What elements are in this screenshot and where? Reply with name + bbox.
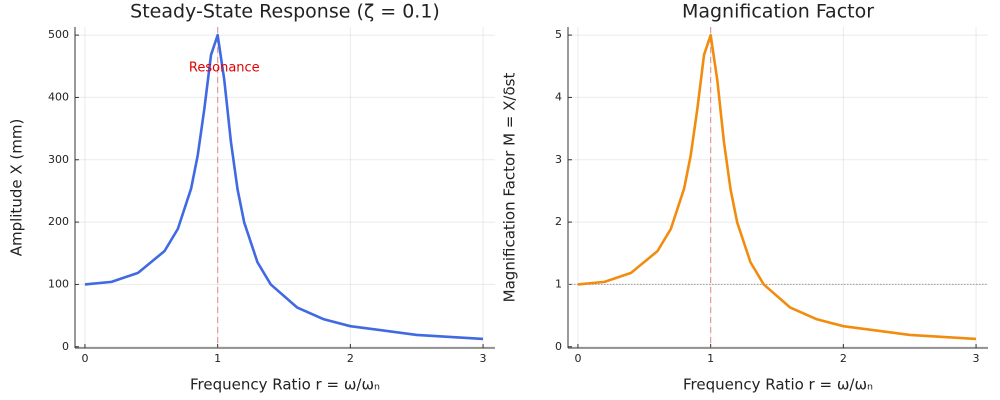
y-tick-label: 200 — [48, 215, 69, 228]
y-tick-label: 0 — [62, 340, 69, 353]
y-tick-label: 5 — [555, 28, 562, 41]
y-axis-label: Magnification Factor M = X/δst — [501, 73, 519, 303]
y-tick-label: 1 — [555, 277, 562, 290]
y-tick-label: 2 — [555, 215, 562, 228]
x-tick-label: 2 — [347, 352, 354, 365]
y-tick-label: 400 — [48, 90, 69, 103]
chart-title: Magnification Factor — [682, 1, 874, 23]
y-tick-label: 4 — [555, 90, 562, 103]
x-tick-label: 1 — [707, 352, 714, 365]
x-tick-label: 1 — [214, 352, 221, 365]
x-tick-label: 0 — [81, 352, 88, 365]
y-axis-label: Amplitude X (mm) — [8, 119, 26, 257]
y-tick-label: 3 — [555, 153, 562, 166]
data-line — [84, 33, 484, 341]
x-tick-label: 3 — [480, 352, 487, 365]
annotation: Resonance — [189, 61, 260, 76]
data-line — [577, 33, 977, 341]
x-axis-label: Frequency Ratio r = ω/ωₙ — [683, 376, 873, 394]
chart-title: Steady-State Response (ζ = 0.1) — [130, 1, 440, 23]
y-tick-label: 300 — [48, 153, 69, 166]
y-tick-label: 500 — [48, 28, 69, 41]
x-tick-label: 2 — [840, 352, 847, 365]
y-tick-label: 0 — [555, 340, 562, 353]
x-tick-label: 0 — [574, 352, 581, 365]
y-tick-label: 100 — [48, 277, 69, 290]
x-tick-label: 3 — [973, 352, 980, 365]
x-axis-label: Frequency Ratio r = ω/ωₙ — [190, 376, 380, 394]
